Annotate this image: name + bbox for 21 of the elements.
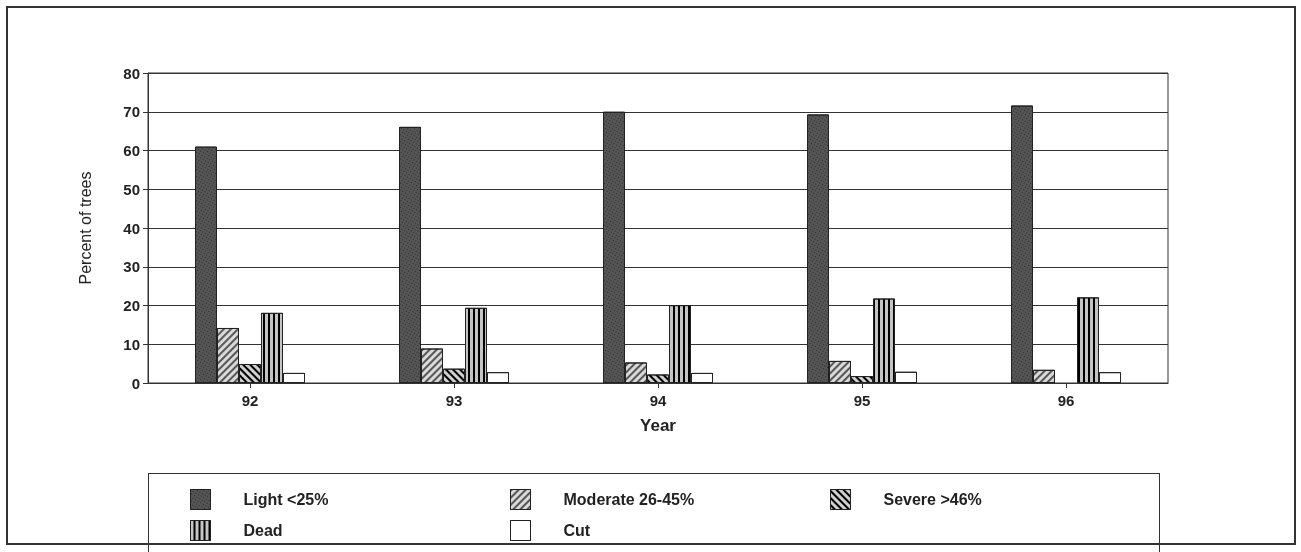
y-tick-label: 40	[123, 219, 140, 237]
y-tick-label: 70	[123, 103, 140, 121]
y-tick-label: 20	[123, 297, 140, 314]
x-axis-title: Year	[640, 416, 677, 435]
y-tick-label: 30	[123, 258, 140, 276]
legend-label: Cut	[563, 522, 591, 539]
y-tick-label: 10	[123, 335, 140, 353]
y-axis-title: Percent of trees	[76, 171, 94, 285]
x-tick-label: 94	[649, 392, 667, 409]
x-tick-label: 93	[445, 392, 463, 409]
y-tick-label: 60	[123, 142, 140, 159]
x-tick-label: 95	[853, 392, 871, 409]
x-tick-label: 92	[241, 392, 259, 409]
y-tick-label: 80	[123, 64, 140, 82]
legend-label: Moderate 26-45%	[563, 491, 695, 508]
x-tick-label: 96	[1057, 392, 1075, 409]
legend-label: Severe >46%	[883, 491, 982, 508]
legend-label: Light <25%	[243, 491, 329, 508]
y-tick-label: 0	[131, 374, 140, 392]
y-tick-label: 50	[123, 180, 140, 198]
legend-label: Dead	[243, 522, 283, 539]
